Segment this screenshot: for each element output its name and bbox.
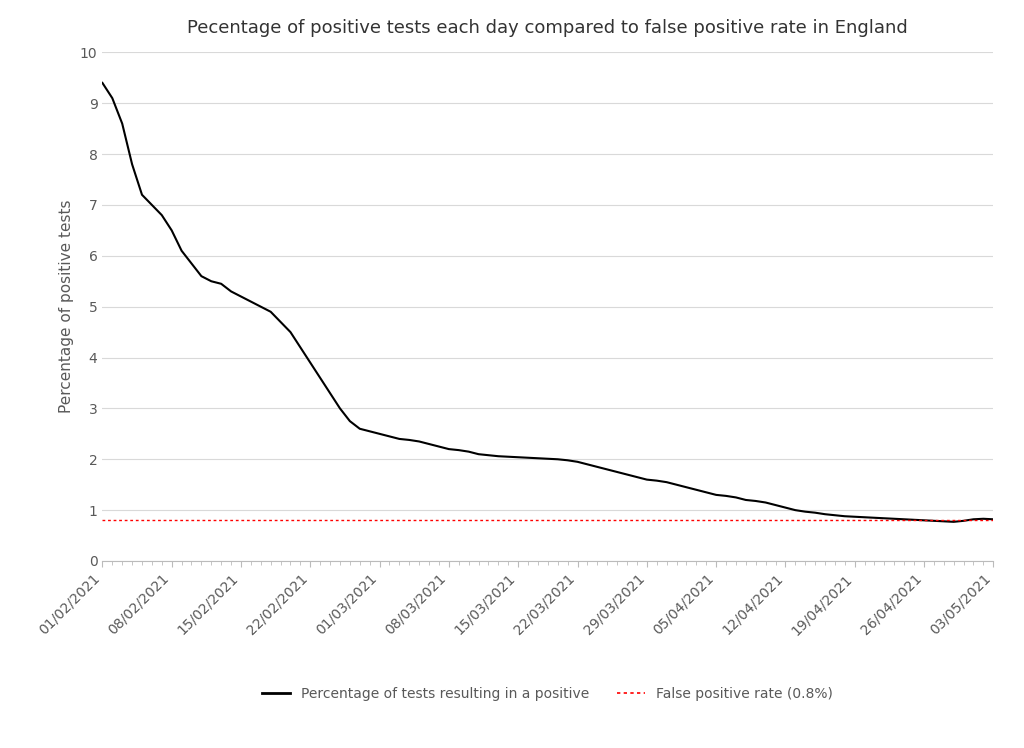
- Title: Pecentage of positive tests each day compared to false positive rate in England: Pecentage of positive tests each day com…: [187, 19, 908, 37]
- Y-axis label: Percentage of positive tests: Percentage of positive tests: [59, 200, 75, 414]
- Legend: Percentage of tests resulting in a positive, False positive rate (0.8%): Percentage of tests resulting in a posit…: [257, 681, 839, 707]
